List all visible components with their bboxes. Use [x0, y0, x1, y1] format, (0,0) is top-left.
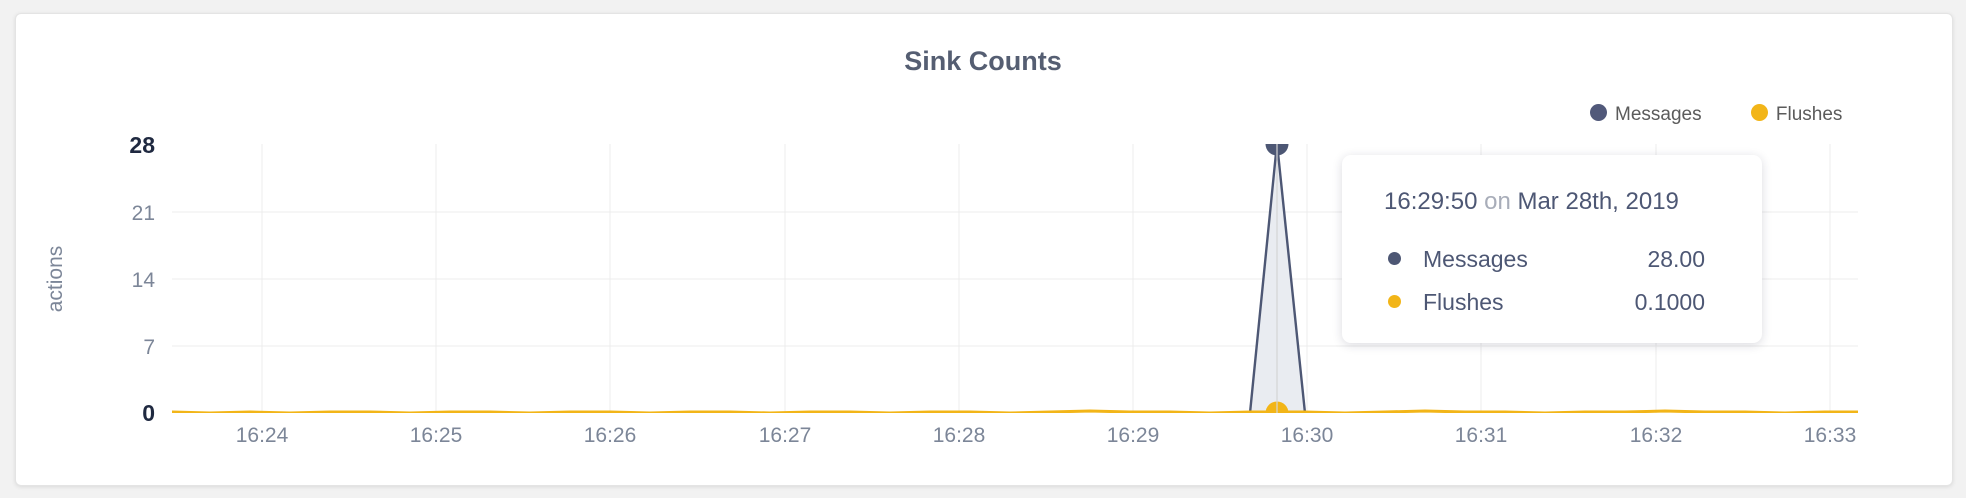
svg-text:16:32: 16:32: [1630, 424, 1683, 447]
svg-text:actions: actions: [44, 246, 67, 313]
svg-text:21: 21: [132, 202, 155, 225]
svg-text:14: 14: [132, 269, 156, 292]
svg-text:16:28: 16:28: [933, 424, 986, 447]
svg-text:7: 7: [143, 336, 155, 359]
svg-text:28: 28: [129, 132, 155, 158]
svg-text:16:31: 16:31: [1455, 424, 1508, 447]
svg-text:16:30: 16:30: [1281, 424, 1334, 447]
svg-text:16:29: 16:29: [1107, 424, 1160, 447]
svg-text:16:27: 16:27: [759, 424, 812, 447]
svg-text:16:24: 16:24: [236, 424, 289, 447]
svg-text:16:26: 16:26: [584, 424, 637, 447]
svg-text:0: 0: [142, 400, 155, 426]
svg-text:16:33: 16:33: [1804, 424, 1857, 447]
svg-text:16:25: 16:25: [410, 424, 463, 447]
